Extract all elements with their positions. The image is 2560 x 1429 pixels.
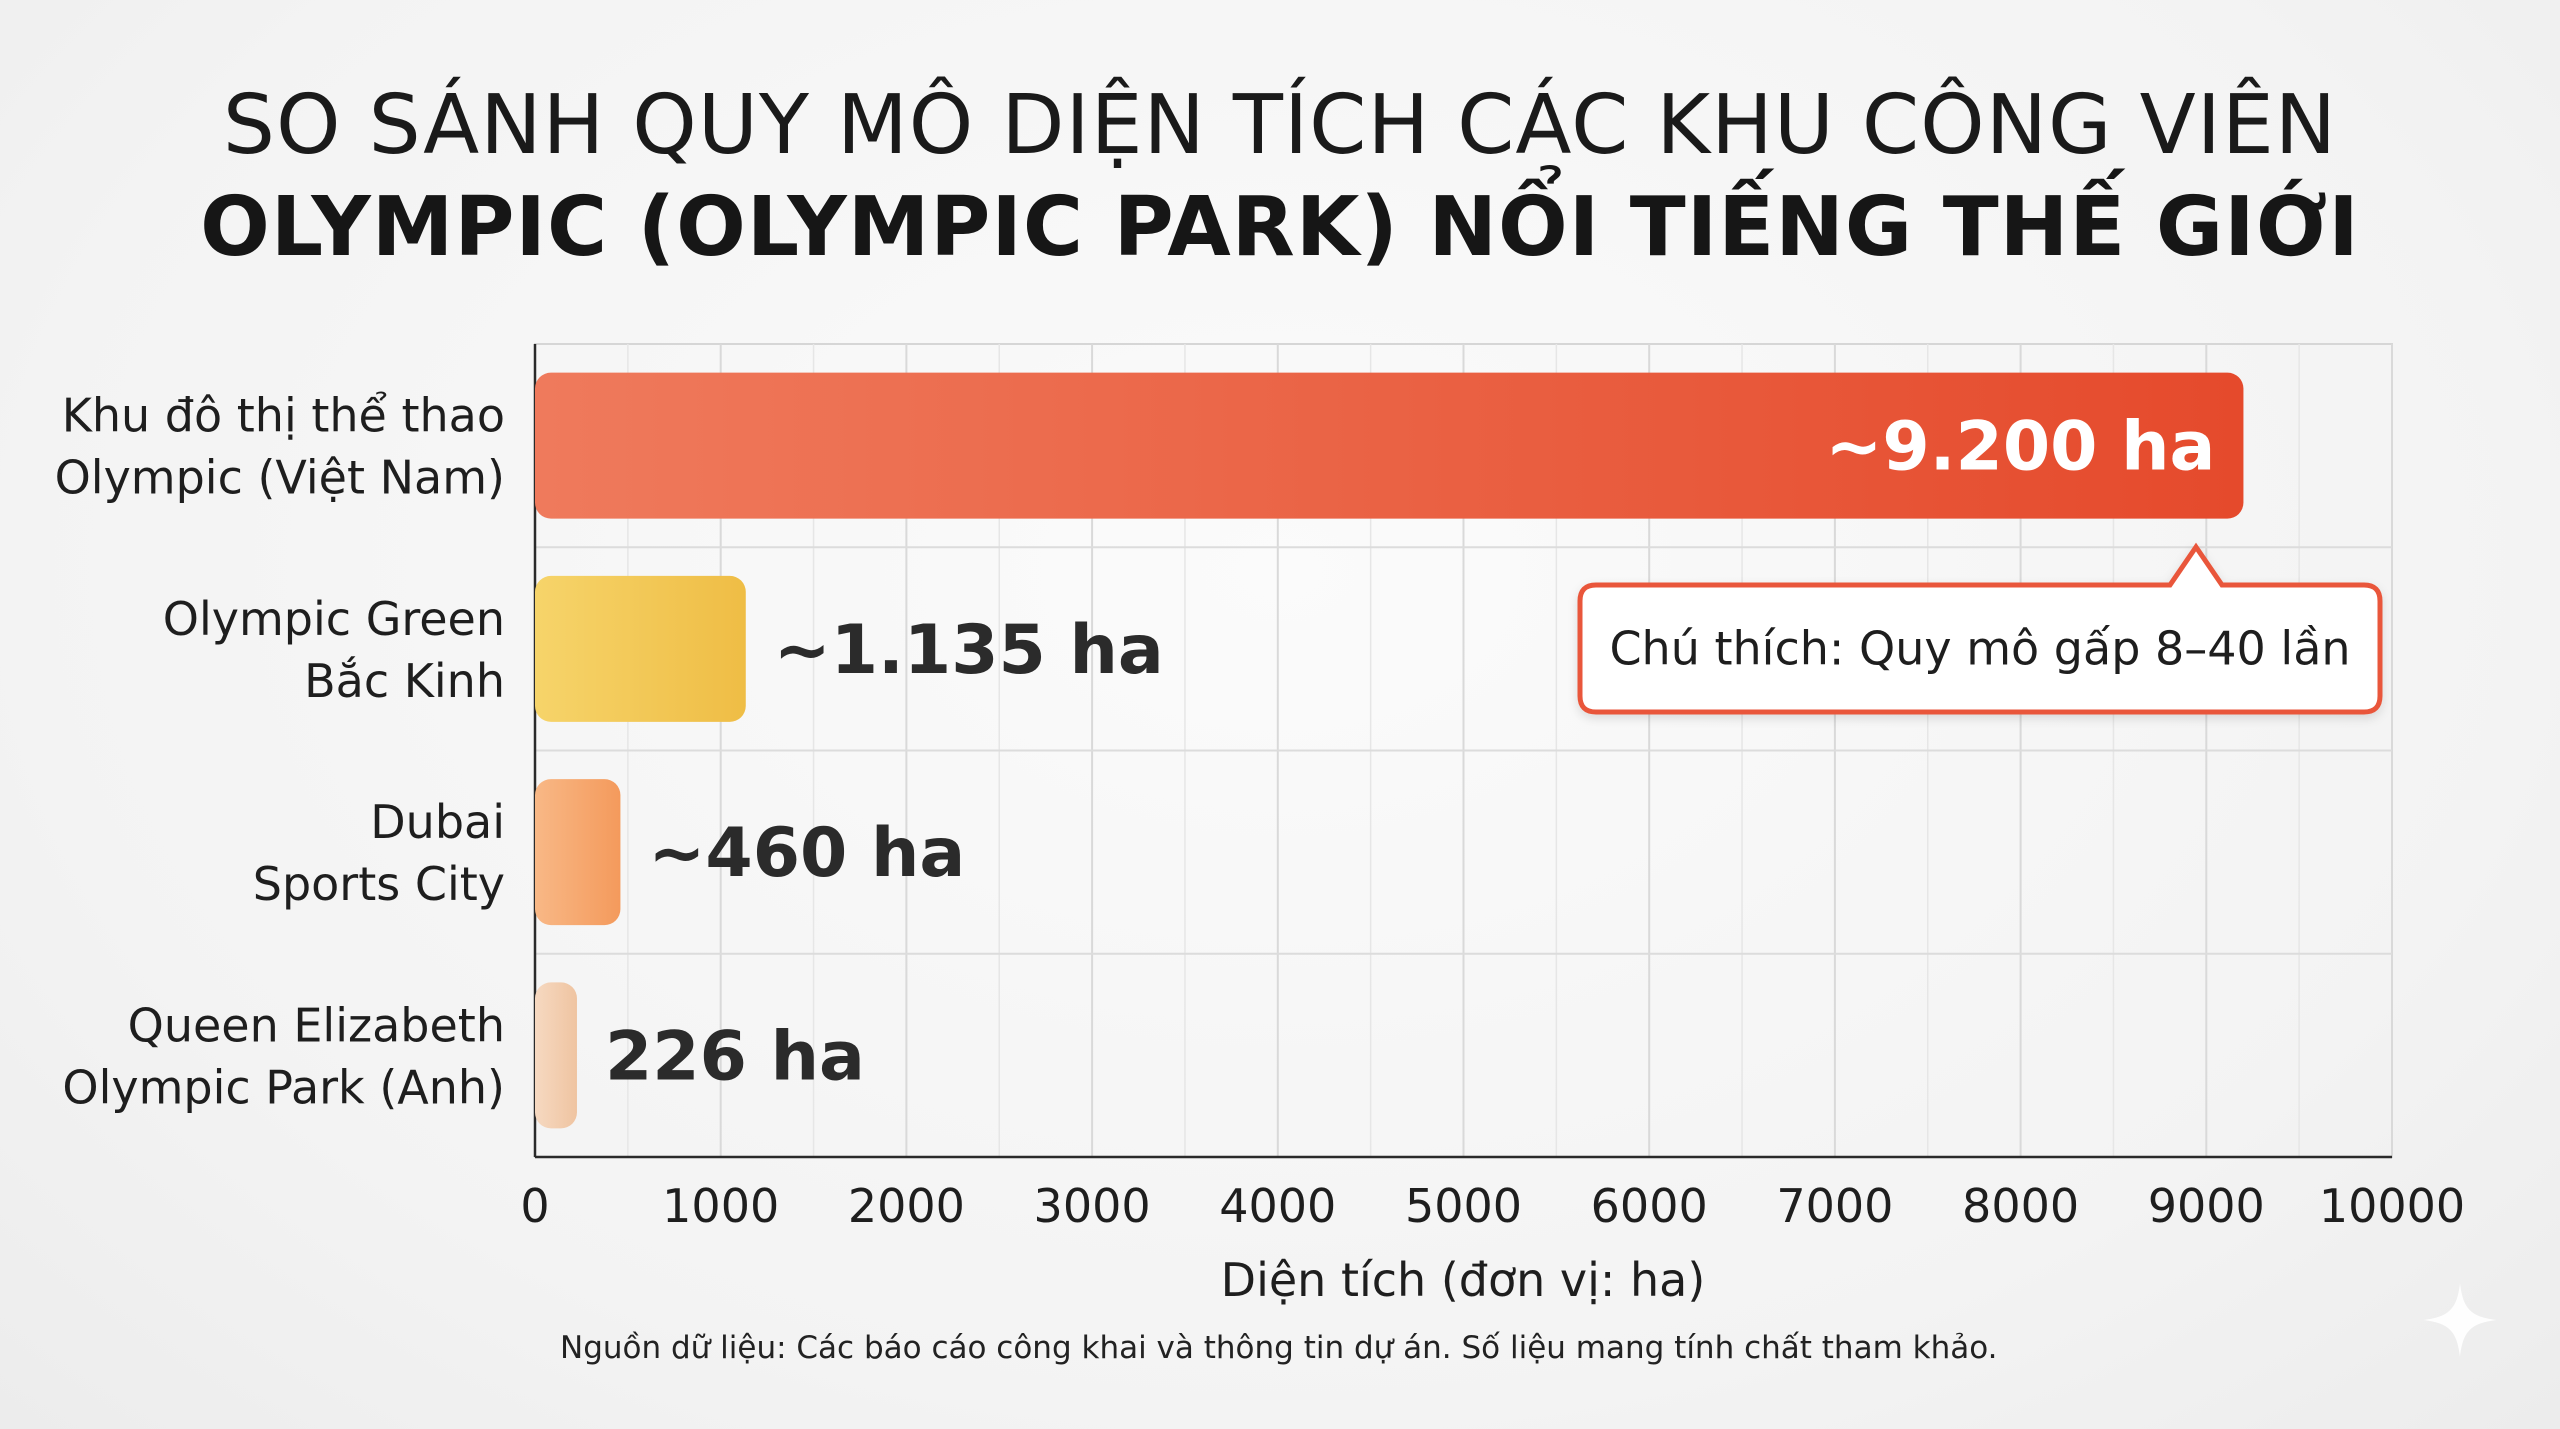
x-tick-label: 1000 — [662, 1179, 779, 1233]
x-tick-label: 6000 — [1591, 1179, 1708, 1233]
category-labels: Khu đô thị thể thao Olympic (Việt Nam) Oly… — [55, 389, 505, 1115]
category-label: Olympic Green — [163, 592, 505, 646]
x-tick-label: 0 — [520, 1179, 549, 1233]
source-note: Nguồn dữ liệu: Các báo cáo công khai và … — [560, 1330, 1998, 1366]
sparkle-icon — [2423, 1283, 2497, 1357]
x-tick-label: 7000 — [1776, 1179, 1893, 1233]
bar — [535, 575, 746, 722]
bar-value-label: ~460 ha — [648, 814, 965, 893]
bar-value-label: ~9.200 ha — [1825, 408, 2215, 487]
annotation-callout: Chú thích: Quy mô gấp 8–40 lần — [1577, 542, 2383, 715]
category-label: Olympic (Việt Nam) — [55, 451, 505, 505]
x-tick-label: 3000 — [1034, 1179, 1151, 1233]
bar-value-label: 226 ha — [605, 1017, 865, 1096]
x-tick-label: 10000 — [2319, 1179, 2465, 1233]
x-tick-label: 9000 — [2148, 1179, 2265, 1233]
category-label: Khu đô thị thể thao — [62, 389, 505, 443]
x-tick-label: 5000 — [1405, 1179, 1522, 1233]
annotation-text: Chú thích: Quy mô gấp 8–40 lần — [1609, 622, 2350, 676]
x-axis-label: Diện tích (đơn vị: ha) — [1221, 1253, 1706, 1307]
category-label: Sports City — [253, 857, 505, 911]
x-tick-labels: 0 1000 2000 3000 4000 5000 6000 7000 8000 9000 100… — [520, 1179, 2465, 1233]
x-tick-label: 2000 — [848, 1179, 965, 1233]
annotation-box — [1577, 542, 2383, 715]
bar — [535, 982, 577, 1129]
category-label: Dubai — [370, 795, 505, 849]
category-label: Olympic Park (Anh) — [62, 1060, 505, 1114]
bar — [535, 779, 621, 926]
x-tick-label: 4000 — [1219, 1179, 1336, 1233]
bar — [535, 372, 2244, 519]
chart-title-line1: SO SÁNH QUY MÔ DIỆN TÍCH CÁC KHU CÔNG VI… — [222, 78, 2338, 173]
category-label: Queen Elizabeth — [128, 998, 505, 1052]
chart-title-line2: OLYMPIC (OLYMPIC PARK) NỔI TIẾNG THẾ GIỚ… — [200, 180, 2360, 275]
bar-value-label: ~1.135 ha — [774, 611, 1164, 690]
bars: ~9.200 ha ~1.135 ha ~460 ha 226 ha — [535, 372, 2244, 1129]
category-label: Bắc Kinh — [304, 654, 505, 708]
x-tick-label: 8000 — [1962, 1179, 2079, 1233]
